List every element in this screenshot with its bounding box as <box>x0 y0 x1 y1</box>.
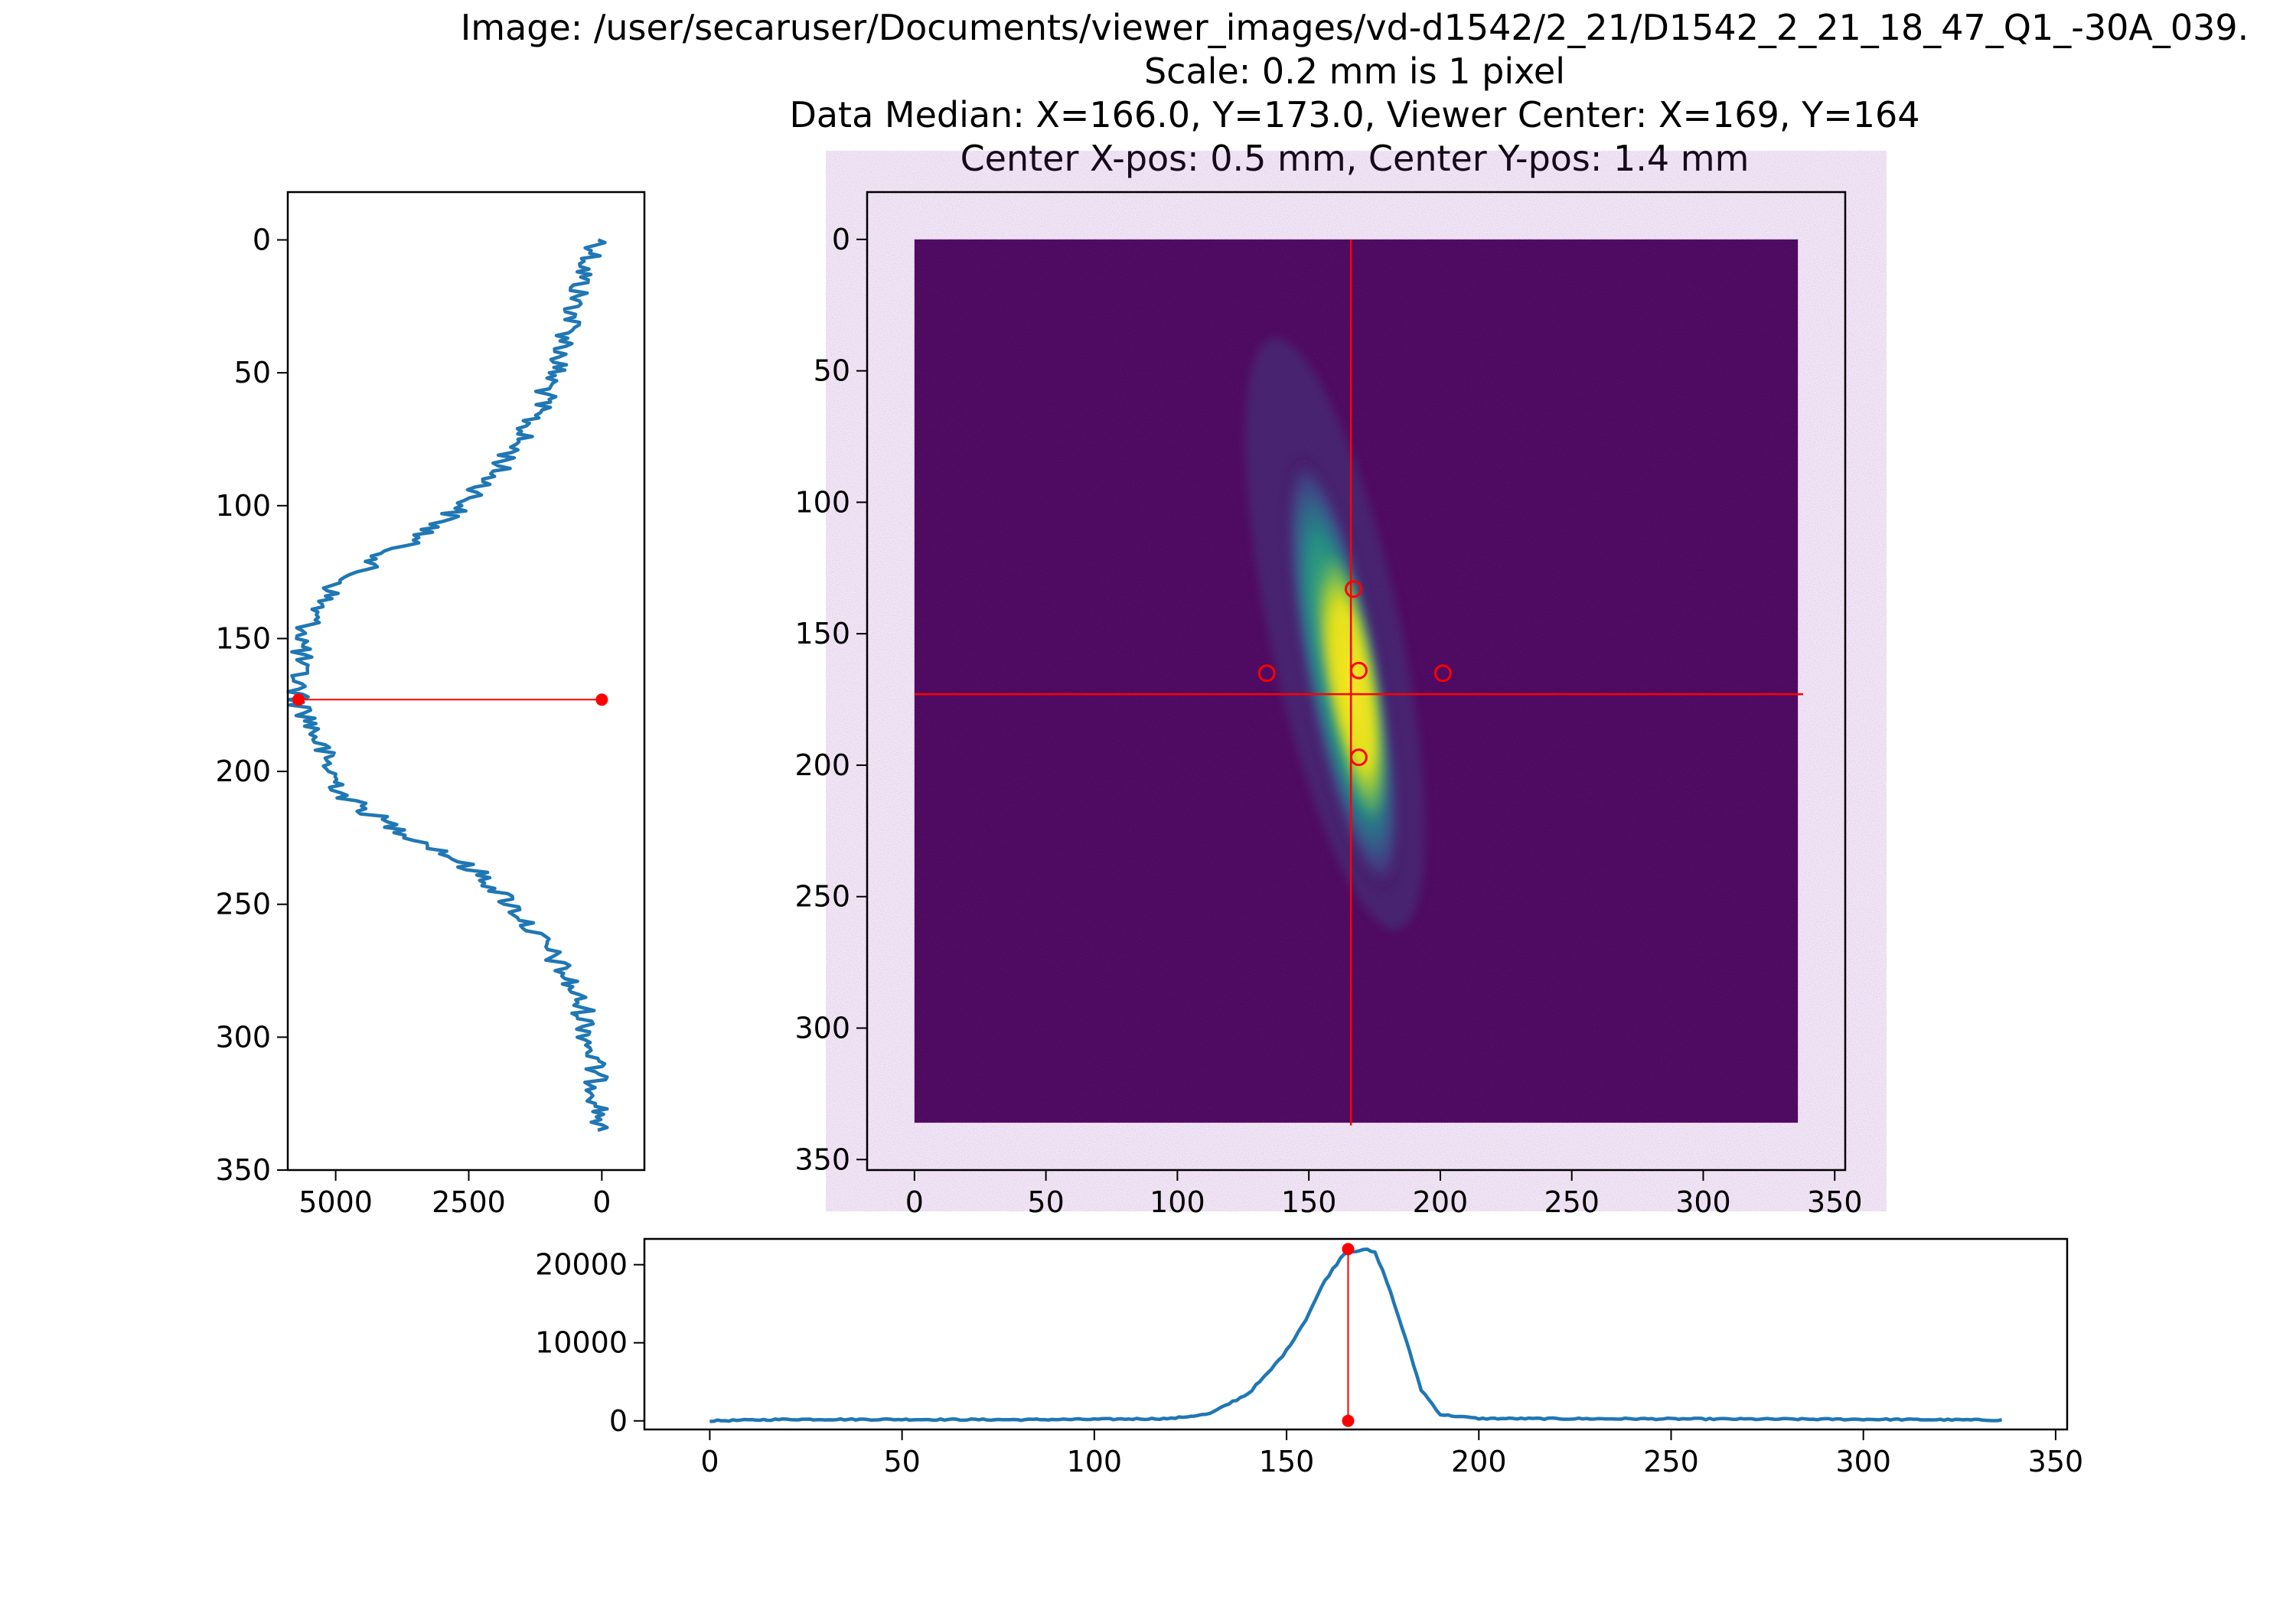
vertical-profile-y-tick-label: 50 <box>234 356 271 390</box>
beam-image-x-tick-label: 0 <box>905 1185 924 1219</box>
vertical-profile-x-tick-label: 5000 <box>298 1185 373 1219</box>
horizontal-profile-x-tick-label: 350 <box>2028 1445 2084 1478</box>
beam-image-x-tick-label: 300 <box>1675 1185 1731 1219</box>
beam-image-y-tick-label: 100 <box>794 485 850 519</box>
horizontal-profile-series <box>709 1247 2003 1423</box>
beam-image-y-tick-label: 250 <box>794 880 850 914</box>
reference-circle <box>1433 664 1452 683</box>
horizontal-profile-frame <box>643 1237 2069 1431</box>
horizontal-profile-panel: 0 50 100 150 200 250 300 350 0 10000 20000 <box>535 1237 2083 1478</box>
beam-image-x-tick-label: 50 <box>1027 1185 1064 1219</box>
horizontal-profile-x-tick-label: 100 <box>1067 1445 1123 1478</box>
vertical-profile-series <box>286 238 609 1133</box>
vertical-profile-y-tick-label: 100 <box>215 489 271 523</box>
vertical-profile-x-tick-label: 0 <box>592 1185 611 1219</box>
vertical-profile-y-tick-label: 150 <box>215 621 271 655</box>
reference-circle <box>1349 748 1368 767</box>
horizontal-profile-y-tick-label: 0 <box>609 1404 628 1438</box>
vertical-profile-y-tick-label: 300 <box>215 1020 271 1054</box>
beam-image-y-axis: 0 50 100 150 200 250 300 350 <box>794 223 867 1176</box>
beam-spot <box>1245 337 1426 931</box>
beam-image-x-tick-label: 350 <box>1807 1185 1863 1219</box>
title-data-median: Data Median: X=166.0, Y=173.0, Viewer Ce… <box>789 94 1920 135</box>
beam-image-y-tick-label: 200 <box>794 748 850 782</box>
title-scale: Scale: 0.2 mm is 1 pixel <box>1143 51 1566 92</box>
vertical-profile-x-tick-label: 2500 <box>432 1185 506 1219</box>
beam-image-frame <box>866 191 1847 1172</box>
vertical-profile-y-tick-label: 200 <box>215 755 271 788</box>
horizontal-profile-y-tick-label: 20000 <box>535 1248 628 1282</box>
horizontal-profile-line <box>709 1247 2003 1423</box>
vertical-profile-y-tick-label: 350 <box>215 1153 271 1187</box>
horizontal-median-point <box>1342 1414 1355 1427</box>
vertical-median-point <box>292 693 305 706</box>
title-center-position: Center X-pos: 0.5 mm, Center Y-pos: 1.4 … <box>960 138 1750 179</box>
beam-image-x-tick-label: 100 <box>1150 1185 1205 1219</box>
vertical-profile-frame <box>286 191 646 1172</box>
horizontal-profile-marker <box>1342 1243 1355 1427</box>
beam-image-panel: 0 50 100 150 200 250 300 350 0 50 100 150 200 250 300… <box>794 191 1863 1219</box>
beam-image-y-tick-label: 300 <box>794 1011 850 1045</box>
beam-image-y-tick-label: 350 <box>794 1143 850 1176</box>
horizontal-profile-x-axis: 0 50 100 150 200 250 300 350 <box>700 1429 2083 1478</box>
beam-image-y-tick-label: 150 <box>794 617 850 650</box>
beam-image <box>914 239 1799 1123</box>
horizontal-profile-y-axis: 0 10000 20000 <box>535 1248 644 1438</box>
horizontal-profile-y-tick-label: 10000 <box>535 1326 628 1360</box>
horizontal-profile-x-tick-label: 250 <box>1643 1445 1699 1478</box>
beam-image-overlay <box>914 239 1804 1126</box>
beam-image-y-tick-label: 50 <box>814 354 850 388</box>
reference-circle <box>1345 580 1363 598</box>
vertical-profile-panel: 5000 2500 0 0 50 100 150 200 250 300 350 <box>215 191 646 1219</box>
beam-image-x-axis: 0 50 100 150 200 250 300 350 <box>905 1170 1863 1219</box>
horizontal-profile-x-tick-label: 300 <box>1835 1445 1891 1478</box>
beam-image-y-tick-label: 0 <box>832 223 850 256</box>
horizontal-profile-x-tick-label: 200 <box>1451 1445 1507 1478</box>
vertical-profile-x-axis: 5000 2500 0 <box>298 1170 611 1219</box>
vertical-profile-y-tick-label: 0 <box>253 223 271 257</box>
horizontal-median-point <box>1342 1243 1355 1256</box>
vertical-median-point <box>595 693 608 706</box>
horizontal-profile-x-tick-label: 0 <box>700 1445 719 1478</box>
title-image-path: Image: /user/secaruser/Documents/viewer_… <box>460 7 2249 48</box>
horizontal-profile-x-tick-label: 150 <box>1259 1445 1315 1478</box>
horizontal-profile-x-tick-label: 50 <box>883 1445 920 1478</box>
beam-image-x-tick-label: 150 <box>1281 1185 1337 1219</box>
reference-circle <box>1349 661 1368 680</box>
beam-image-x-tick-label: 250 <box>1544 1185 1600 1219</box>
beam-image-x-tick-label: 200 <box>1413 1185 1469 1219</box>
vertical-profile-y-tick-label: 250 <box>215 888 271 921</box>
vertical-profile-y-axis: 0 50 100 150 200 250 300 350 <box>215 223 288 1187</box>
reference-circle <box>1257 664 1276 683</box>
vertical-profile-line <box>286 238 609 1133</box>
vertical-profile-marker <box>292 693 608 706</box>
